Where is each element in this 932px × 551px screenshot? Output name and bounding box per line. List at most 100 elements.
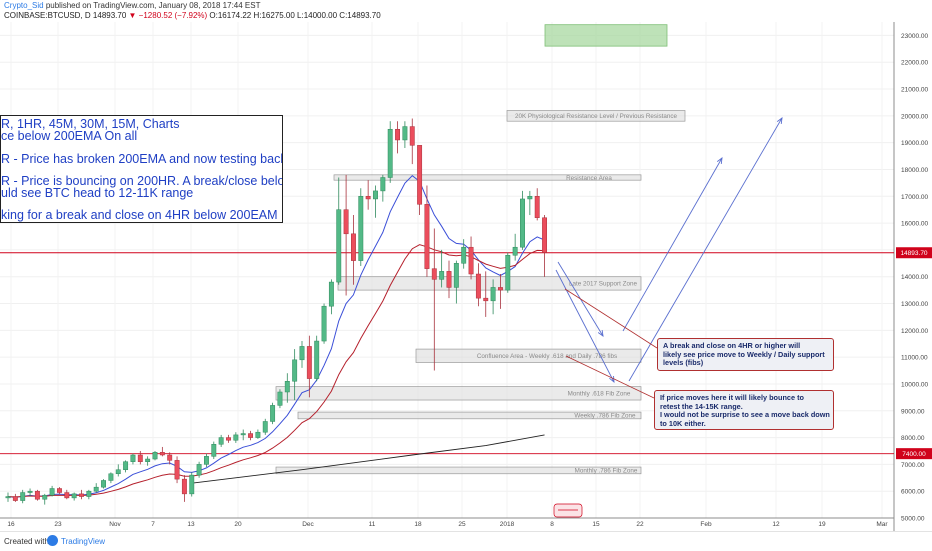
zone-label: Confluence Area - Weekly .618 and Daily …	[477, 353, 617, 360]
published-text: published on TradingView.com, January 08…	[45, 1, 261, 10]
y-tick-label: 14000.00	[901, 274, 928, 281]
candle-body	[343, 209, 349, 235]
candle-body	[351, 233, 356, 261]
note-line: R, 1HR, 45M, 30M, 15M, Charts	[1, 117, 180, 131]
zone-label: 20K Physiological Resistance Level / Pre…	[515, 113, 678, 120]
candle-body	[211, 444, 217, 457]
bearish-arrow-1-head	[597, 329, 604, 337]
y-tick-label: 21000.00	[901, 87, 928, 94]
candle-body	[505, 255, 511, 291]
callout-line: If price moves here it will likely bounc…	[660, 393, 804, 402]
candle-body	[277, 391, 283, 406]
note-line: R - Price has broken 200EMA and now test…	[1, 152, 283, 166]
candle-body	[520, 198, 525, 248]
zone-box	[415, 348, 642, 363]
candle-body	[101, 480, 106, 488]
candle-body	[57, 488, 62, 493]
x-tick-label: 7	[151, 521, 155, 528]
x-tick-label: 22	[636, 521, 644, 528]
callout-pointer-1	[564, 288, 658, 349]
callout-line: to 10K either.	[660, 418, 706, 428]
zone-label: Resistance Area	[566, 175, 612, 182]
candle-body	[159, 452, 165, 456]
candle-body	[461, 246, 467, 264]
zone-box	[506, 110, 686, 122]
candle-body	[189, 474, 195, 495]
zone-box	[275, 386, 642, 401]
x-tick-label: 16	[7, 521, 15, 528]
candle-body	[240, 433, 246, 436]
y-tick-label: 10000.00	[901, 381, 928, 388]
x-tick-label: 18	[414, 521, 422, 528]
last-price-tag-label: 14893.70	[900, 250, 927, 257]
hline-price-tag	[896, 448, 932, 460]
candle-body	[137, 454, 143, 462]
note-line: ce below 200EMA On all	[1, 129, 138, 143]
callout-break-4hr: A break and close on 4HR or higher will …	[657, 338, 834, 371]
candle-body	[328, 281, 334, 307]
candle-body	[498, 287, 503, 291]
candle-body	[402, 126, 408, 141]
publish-line: Crypto_Sid published on TradingView.com,…	[4, 1, 260, 10]
x-tick-label: 2018	[500, 521, 515, 528]
zone-box	[297, 411, 642, 420]
callout-line: A break and close on 4HR or higher will	[663, 341, 801, 350]
callout-line: retest the 14-15K range.	[660, 401, 743, 411]
author-link[interactable]: Crypto_Sid	[4, 1, 44, 10]
candle-body	[167, 454, 173, 461]
event-flag-icon	[553, 503, 583, 518]
bullish-arrow-2	[628, 117, 783, 382]
candle-body	[130, 454, 136, 462]
callout-line: I would not be surprise to see a move ba…	[660, 410, 830, 419]
zone-box	[275, 466, 642, 475]
x-tick-label: Feb	[700, 521, 712, 528]
last-price: 14893.70	[92, 11, 127, 20]
zone-box	[337, 276, 642, 291]
y-tick-label: 5000.00	[901, 516, 925, 523]
candle-body	[299, 346, 305, 361]
y-tick-label: 19000.00	[901, 140, 928, 147]
target-zone-box	[544, 24, 668, 47]
x-tick-label: Mar	[876, 521, 888, 528]
candle-body	[365, 196, 371, 200]
y-tick-label: 22000.00	[901, 60, 928, 67]
tradingview-brand-link[interactable]: TradingView	[61, 537, 106, 546]
last-price-tag	[896, 247, 932, 259]
symbol-label[interactable]: COINBASE:BTCUSD, D	[4, 11, 91, 20]
y-tick-label: 17000.00	[901, 194, 928, 201]
y-tick-label: 8000.00	[901, 435, 925, 442]
candle-body	[446, 271, 452, 288]
candle-body	[12, 496, 18, 501]
candle-body	[380, 177, 386, 192]
y-tick-label: 23000.00	[901, 33, 928, 40]
candle-body	[123, 461, 129, 470]
candle-body	[490, 287, 496, 302]
candle-body	[86, 490, 92, 497]
x-tick-label: 11	[369, 521, 376, 528]
candle-body	[248, 433, 254, 438]
candle-body	[49, 488, 55, 496]
candle-body	[483, 297, 489, 302]
x-tick-label: Nov	[109, 521, 121, 528]
candle-body	[42, 494, 48, 500]
note-line: king for a break and close on 4HR below …	[1, 208, 278, 222]
candle-body	[431, 268, 437, 280]
chart-header: Crypto_Sid published on TradingView.com,…	[0, 0, 932, 22]
candle-body	[115, 469, 121, 475]
ohlc-line: COINBASE:BTCUSD, D 14893.70 ▼ −1280.52 (…	[4, 11, 381, 20]
bullish-arrow-1-head	[716, 156, 723, 165]
tradingview-logo-icon[interactable]	[47, 535, 58, 546]
callout-line: likely see price move to Weekly / Daily …	[663, 349, 825, 359]
candle-body	[174, 460, 180, 480]
candle-body	[196, 464, 202, 476]
x-tick-label: 8	[550, 521, 554, 528]
candle-body	[218, 437, 224, 445]
note-line: uld see BTC head to 12-11K range	[1, 186, 194, 200]
candle-body	[453, 263, 459, 288]
candle-body	[373, 190, 378, 200]
candle-body	[358, 196, 364, 261]
zone-label: Monthly .786 Fib Zone	[575, 468, 638, 475]
candle-body	[417, 145, 423, 205]
price-chart[interactable]: 5000.00 6000.00 7000.00 8000.00 9000.00 10000…	[0, 0, 932, 531]
candle-body	[34, 490, 40, 500]
